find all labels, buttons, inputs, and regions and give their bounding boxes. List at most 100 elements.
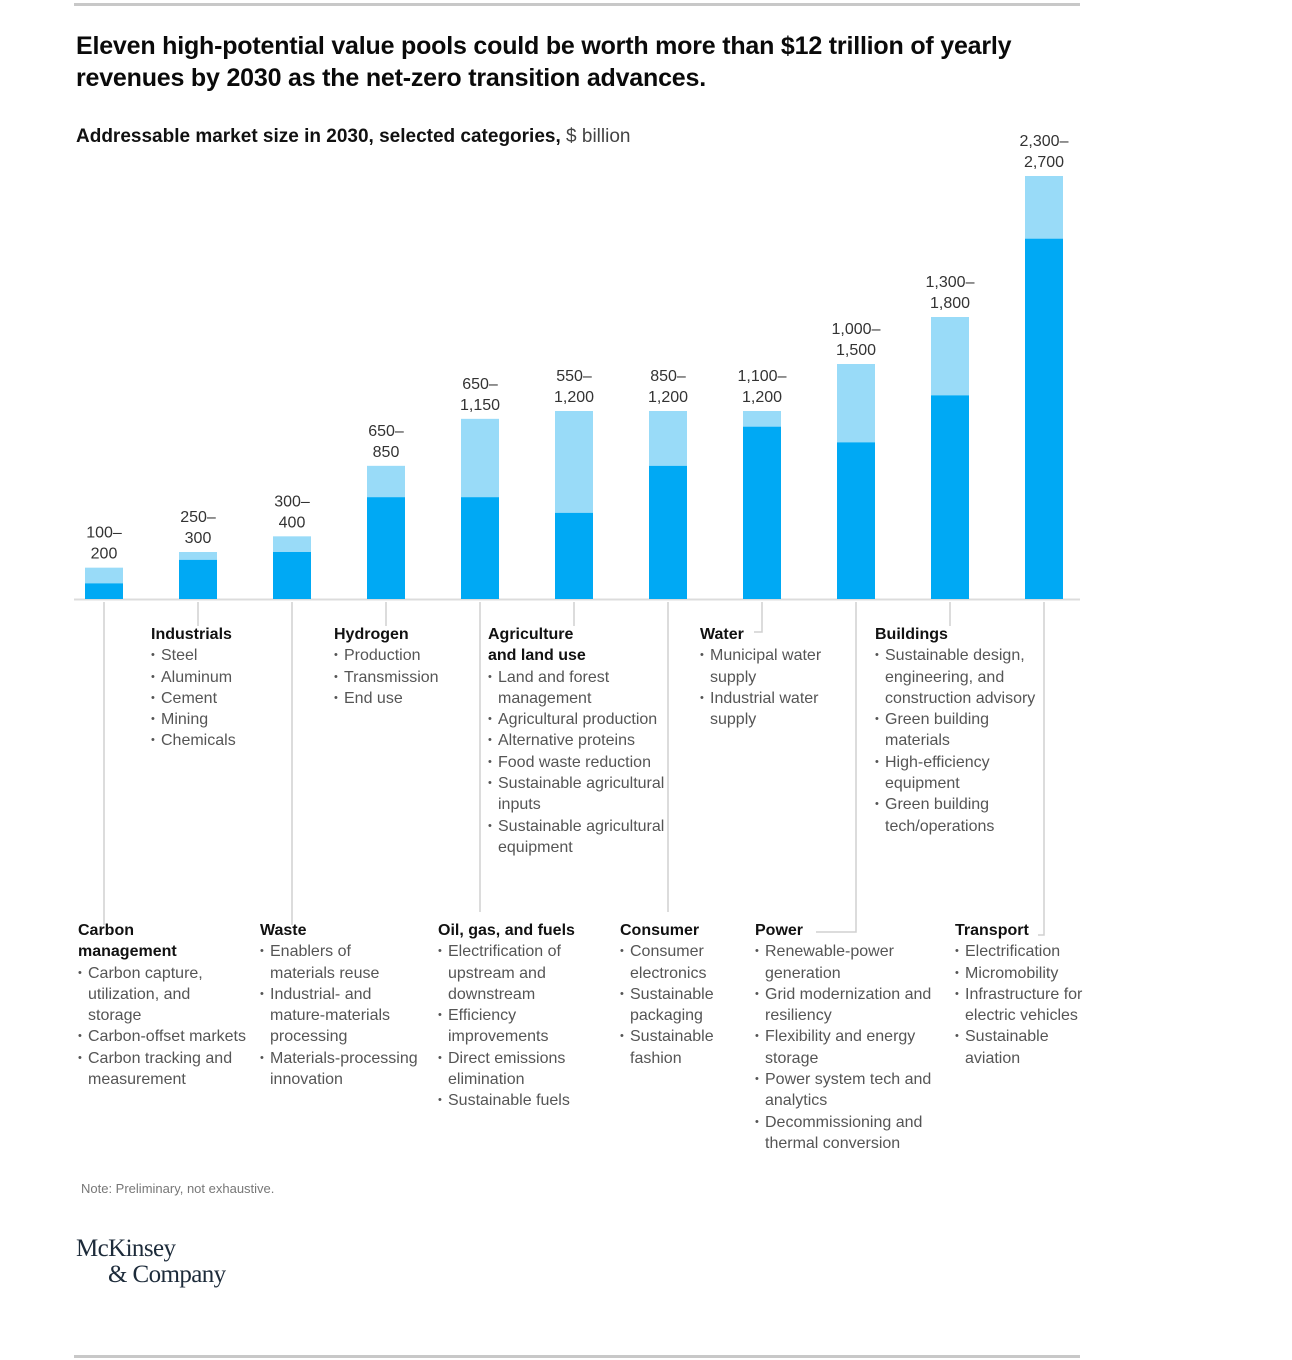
category-item-list: Consumer electronicsSustainable packagin…	[620, 941, 735, 1069]
category-item: Decommissioning and thermal conversion	[755, 1112, 940, 1155]
category-item-list: ProductionTransmissionEnd use	[334, 645, 464, 709]
subtitle-unit: $ billion	[566, 126, 631, 147]
bar-range-carbon-management	[85, 567, 123, 584]
data-label-hydrogen-low: 650–	[368, 423, 404, 440]
category-item: Renewable-power generation	[755, 941, 940, 984]
category-waste: Waste Enablers of materials reuseIndustri…	[260, 920, 420, 1090]
category-item: Carbon tracking and measurement	[78, 1048, 248, 1091]
bar-low-water	[743, 426, 781, 599]
data-label-agriculture-and-land-use-low: 550–	[556, 368, 592, 385]
data-label-waste-low: 300–	[274, 493, 310, 510]
category-item: Carbon-offset markets	[78, 1026, 248, 1048]
category-item: End use	[334, 688, 464, 710]
data-label-water-low: 1,100–	[738, 368, 787, 385]
category-title: Carbon management	[78, 922, 177, 961]
category-water: Water Municipal water supplyIndustrial wa…	[700, 624, 825, 730]
footnote: Note: Preliminary, not exhaustive.	[81, 1181, 275, 1196]
category-item: Production	[334, 645, 464, 667]
data-label-consumer-low: 850–	[650, 368, 686, 385]
bar-low-industrials	[179, 559, 217, 599]
category-item-list: Land and forest managementAgricultural p…	[488, 667, 673, 859]
category-item: Industrial water supply	[700, 688, 825, 731]
category-item: High-efficiency equipment	[875, 752, 1045, 795]
bars	[85, 176, 1063, 599]
mckinsey-logo: McKinsey & Company	[76, 1236, 226, 1288]
category-item: Sustainable packaging	[620, 984, 735, 1027]
bar-range-power	[837, 364, 875, 443]
bar-range-consumer	[649, 411, 687, 466]
category-title: Agriculture and land use	[488, 626, 586, 665]
data-label-carbon-management-low: 100–	[86, 525, 122, 542]
bar-low-transport	[1025, 238, 1063, 599]
bar-range-buildings	[931, 317, 969, 396]
bar-low-oil-gas-and-fuels	[461, 497, 499, 599]
data-label-carbon-management-high: 200	[91, 546, 118, 563]
logo-line-1: McKinsey	[76, 1235, 176, 1262]
bar-range-hydrogen	[367, 465, 405, 498]
category-item-list: SteelAluminumCementMiningChemicals	[151, 645, 281, 752]
category-carbon-management: CarbonmanagementCarbon capture, utilizat…	[78, 920, 248, 1090]
bar-range-industrials	[179, 552, 217, 560]
chart-title: Eleven high-potential value pools could …	[76, 32, 1012, 92]
bar-range-waste	[273, 536, 311, 552]
data-label-buildings-low: 1,300–	[926, 274, 975, 291]
category-consumer: ConsumerConsumer electronicsSustainable …	[620, 920, 735, 1069]
category-item-list: Municipal water supplyIndustrial water s…	[700, 645, 825, 730]
category-item: Land and forest management	[488, 667, 673, 710]
category-item: Cement	[151, 688, 281, 710]
data-label-industrials-low: 250–	[180, 509, 216, 526]
category-power: Power Renewable-power generationGrid mode…	[755, 920, 940, 1154]
category-transport: Transport ElectrificationMicromobilityInf…	[955, 920, 1085, 1069]
category-title: Water	[700, 626, 744, 643]
category-item: Green building materials	[875, 709, 1045, 752]
logo-line-2: & Company	[108, 1261, 226, 1288]
category-item: Alternative proteins	[488, 730, 673, 752]
category-item-list: Enablers of materials reuseIndustrial- a…	[260, 941, 420, 1090]
category-item: Sustainable fuels	[438, 1090, 603, 1112]
category-item: Enablers of materials reuse	[260, 941, 420, 984]
category-item: Agricultural production	[488, 709, 673, 731]
category-buildings: Buildings Sustainable design, engineering…	[875, 624, 1045, 837]
category-item: Sustainable fashion	[620, 1026, 735, 1069]
bar-range-water	[743, 411, 781, 427]
category-item-list: ElectrificationMicromobilityInfrastructu…	[955, 941, 1085, 1069]
category-item-list: Renewable-power generationGrid moderniza…	[755, 941, 940, 1154]
data-label-water-high: 1,200	[742, 389, 782, 406]
category-item: Micromobility	[955, 963, 1085, 985]
category-item: Sustainable design, engineering, and con…	[875, 645, 1045, 709]
category-item: Materials-processing innovation	[260, 1048, 420, 1091]
data-label-consumer-high: 1,200	[648, 389, 688, 406]
category-industrials: Industrials SteelAluminumCementMiningChem…	[151, 624, 281, 752]
category-title: Buildings	[875, 626, 948, 643]
connector-lines	[103, 602, 1045, 936]
category-item: Transmission	[334, 667, 464, 689]
category-title: Oil, gas, and fuels	[438, 922, 575, 939]
connector-water	[754, 602, 763, 633]
bottom-rule	[74, 1355, 1080, 1358]
category-title: Power	[755, 922, 804, 939]
category-item: Direct emissions elimination	[438, 1048, 603, 1091]
category-item-list: Electrification of upstream and downstre…	[438, 941, 603, 1112]
data-label-buildings-high: 1,800	[930, 295, 970, 312]
category-item: Food waste reduction	[488, 752, 673, 774]
data-label-transport-high: 2,700	[1024, 154, 1064, 171]
category-item: Sustainable aviation	[955, 1026, 1085, 1069]
category-item: Consumer electronics	[620, 941, 735, 984]
category-title: Hydrogen	[334, 626, 409, 643]
category-item: Aluminum	[151, 667, 281, 689]
data-label-oil-gas-and-fuels-high: 1,150	[460, 397, 500, 414]
data-label-industrials-high: 300	[185, 530, 212, 547]
category-item: Flexibility and energy storage	[755, 1026, 940, 1069]
bar-low-hydrogen	[367, 497, 405, 599]
data-label-power-high: 1,500	[836, 342, 876, 359]
category-title: Industrials	[151, 626, 232, 643]
category-item: Infrastructure for electric vehicles	[955, 984, 1085, 1027]
category-oil-gas-fuels: Oil, gas, and fuels Electrification of up…	[438, 920, 603, 1112]
category-item-list: Sustainable design, engineering, and con…	[875, 645, 1045, 837]
subtitle-text: Addressable market size in 2030, selecte…	[76, 126, 561, 147]
category-title: Consumer	[620, 922, 700, 939]
bar-range-transport	[1025, 176, 1063, 239]
data-label-hydrogen-high: 850	[373, 444, 400, 461]
